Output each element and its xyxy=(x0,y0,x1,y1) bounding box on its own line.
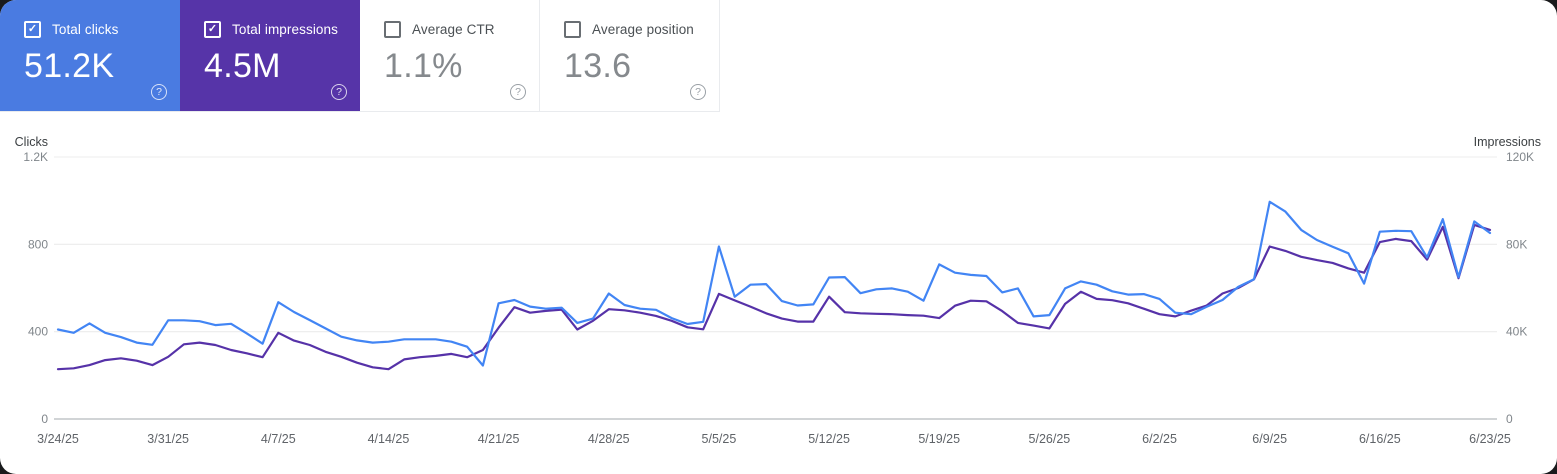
y-axis-tick-right: 40K xyxy=(1506,325,1527,339)
x-axis-label: 4/7/25 xyxy=(261,432,296,446)
performance-chart: Clicks Impressions 0 0 400 40K 800 80K 1.2K 120… xyxy=(0,112,1557,474)
x-axis-label: 5/5/25 xyxy=(702,432,737,446)
total-impressions-checkbox-checked[interactable]: ✓ xyxy=(204,21,221,38)
metric-card-header: ✓ Total impressions xyxy=(204,21,346,38)
help-icon[interactable]: ? xyxy=(690,84,706,100)
help-icon[interactable]: ? xyxy=(331,84,347,100)
x-axis-label: 3/31/25 xyxy=(147,432,189,446)
x-axis-label: 5/12/25 xyxy=(808,432,850,446)
left-axis-title: Clicks xyxy=(15,135,48,149)
metric-card-label: Average CTR xyxy=(412,22,495,37)
clicks-line[interactable] xyxy=(56,200,1492,367)
metric-card-value: 1.1% xyxy=(384,47,463,85)
metric-card-value: 13.6 xyxy=(564,47,632,85)
impressions-line[interactable] xyxy=(56,223,1492,371)
y-axis-tick-right: 80K xyxy=(1506,237,1527,251)
metric-card-total-impressions[interactable]: ✓ Total impressions 4.5M? xyxy=(180,0,360,112)
average-ctr-checkbox-unchecked[interactable] xyxy=(384,21,401,38)
help-icon[interactable]: ? xyxy=(151,84,167,100)
right-axis-title: Impressions xyxy=(1474,135,1541,149)
metric-card-value: 51.2K xyxy=(24,47,115,85)
average-position-checkbox-unchecked[interactable] xyxy=(564,21,581,38)
x-axis-label: 4/28/25 xyxy=(588,432,630,446)
x-axis-label: 6/16/25 xyxy=(1359,432,1401,446)
metric-card-header: ✓ Total clicks xyxy=(24,21,166,38)
metric-card-label: Average position xyxy=(592,22,694,37)
metric-card-average-position[interactable]: Average position 13.6? xyxy=(540,0,720,112)
x-axis-label: 6/2/25 xyxy=(1142,432,1177,446)
metric-cards-row: ✓ Total clicks 51.2K? ✓ Total impressions 4.5… xyxy=(0,0,1557,112)
y-axis-tick-left: 400 xyxy=(28,325,48,339)
chart-canvas[interactable]: Clicks Impressions 0 0 400 40K 800 80K 1.2K 120… xyxy=(0,112,1557,474)
metric-card-value: 4.5M xyxy=(204,47,281,85)
x-axis-label: 5/19/25 xyxy=(918,432,960,446)
y-axis-tick-right: 120K xyxy=(1506,150,1534,164)
metric-card-total-clicks[interactable]: ✓ Total clicks 51.2K? xyxy=(0,0,180,112)
total-clicks-checkbox-checked[interactable]: ✓ xyxy=(24,21,41,38)
metric-card-label: Total impressions xyxy=(232,22,338,37)
x-axis-label: 3/24/25 xyxy=(37,432,79,446)
y-axis-tick-left: 1.2K xyxy=(23,150,48,164)
metric-card-header: Average CTR xyxy=(384,21,525,38)
y-axis-tick-left: 800 xyxy=(28,237,48,251)
y-axis-tick-right: 0 xyxy=(1506,412,1513,426)
help-icon[interactable]: ? xyxy=(510,84,526,100)
x-axis-label: 6/9/25 xyxy=(1252,432,1287,446)
x-axis-label: 4/14/25 xyxy=(368,432,410,446)
metric-card-average-ctr[interactable]: Average CTR 1.1%? xyxy=(360,0,540,112)
y-axis-tick-left: 0 xyxy=(41,412,48,426)
metric-card-header: Average position xyxy=(564,21,705,38)
metric-card-label: Total clicks xyxy=(52,22,119,37)
x-axis-label: 5/26/25 xyxy=(1029,432,1071,446)
x-axis-label: 4/21/25 xyxy=(478,432,520,446)
x-axis-label: 6/23/25 xyxy=(1469,432,1511,446)
